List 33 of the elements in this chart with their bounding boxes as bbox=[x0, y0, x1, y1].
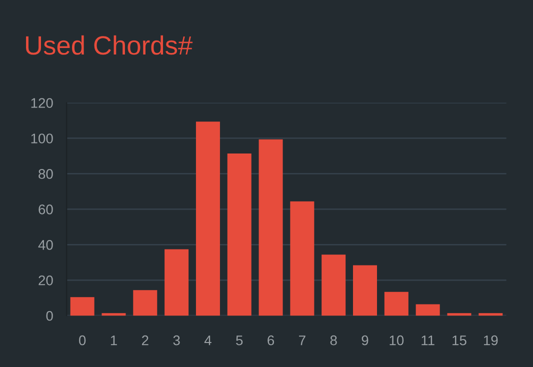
y-tick-label: 80 bbox=[38, 169, 53, 179]
bar bbox=[227, 154, 252, 316]
bar bbox=[290, 201, 314, 316]
y-tick-label: 20 bbox=[38, 275, 53, 286]
bar bbox=[322, 254, 346, 316]
chart-title: Used Chords# bbox=[26, 35, 193, 55]
x-tick-label: 8 bbox=[330, 335, 337, 346]
x-tick-label: 1 bbox=[110, 336, 117, 346]
x-tick-label: 4 bbox=[204, 336, 212, 346]
bar bbox=[70, 297, 94, 316]
x-tick-label: 2 bbox=[142, 335, 148, 346]
x-tick-label: 7 bbox=[299, 336, 306, 346]
bar bbox=[416, 304, 440, 316]
bar bbox=[384, 292, 408, 316]
bar bbox=[353, 265, 378, 316]
y-tick-label: 60 bbox=[38, 204, 53, 214]
bar bbox=[164, 249, 189, 316]
y-tick-label: 0 bbox=[46, 310, 53, 321]
x-tick-label: 19 bbox=[484, 335, 498, 346]
x-tick-label: 10 bbox=[390, 335, 404, 346]
y-tick-label: 120 bbox=[31, 98, 53, 108]
x-tick-label: 5 bbox=[236, 336, 243, 346]
x-tick-label: 11 bbox=[422, 336, 434, 346]
bar bbox=[133, 290, 158, 316]
x-tick-label: 9 bbox=[362, 335, 368, 346]
y-tick-label: 100 bbox=[31, 134, 53, 144]
bar bbox=[258, 139, 283, 316]
x-tick-label: 3 bbox=[173, 335, 180, 346]
y-tick-label: 40 bbox=[38, 240, 53, 250]
x-tick-label: 0 bbox=[79, 335, 86, 346]
x-tick-label: 15 bbox=[452, 336, 466, 346]
bar bbox=[196, 122, 220, 316]
x-tick-label: 6 bbox=[268, 335, 274, 346]
